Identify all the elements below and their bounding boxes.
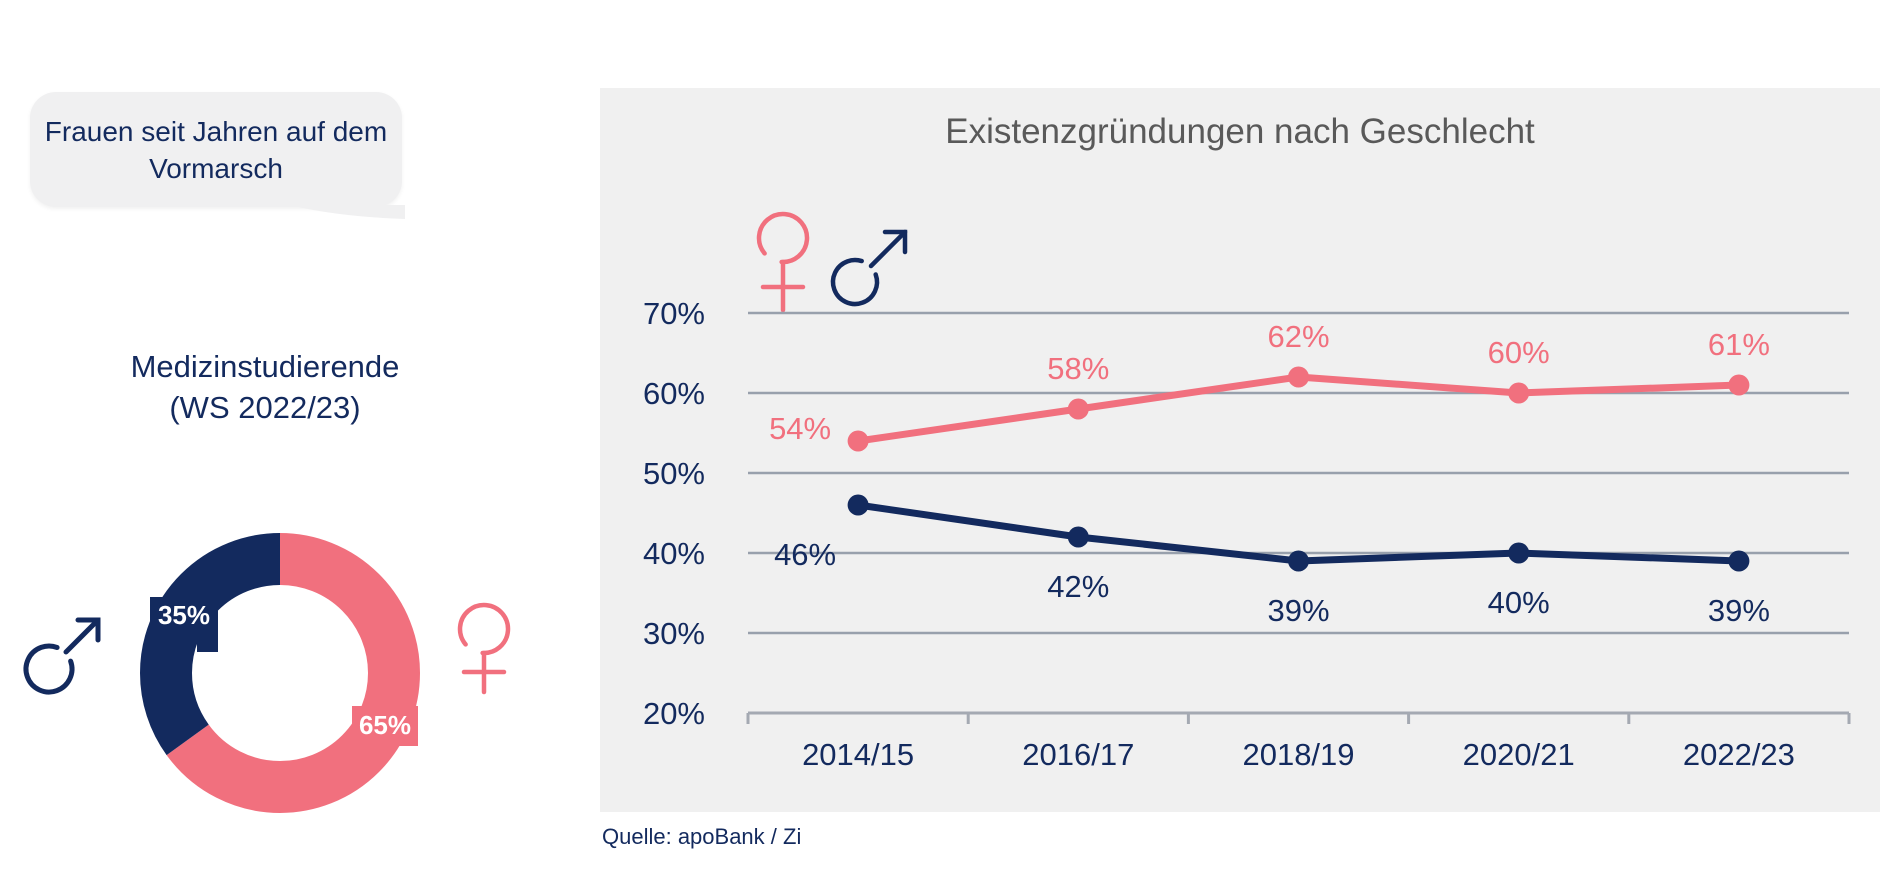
data-point xyxy=(1288,366,1309,388)
data-label: 39% xyxy=(1708,593,1770,628)
donut-chart-title: Medizinstudierende (WS 2022/23) xyxy=(40,346,490,428)
x-axis-label: 2022/23 xyxy=(1683,737,1795,772)
donut-chart: 35% 65% xyxy=(23,533,511,813)
x-axis-label: 2020/21 xyxy=(1463,737,1575,772)
data-point xyxy=(1508,382,1530,404)
x-axis-label: 2018/19 xyxy=(1242,737,1354,772)
y-axis-label: 20% xyxy=(643,696,705,731)
svg-text:65%: 65% xyxy=(359,710,411,740)
data-label: 61% xyxy=(1708,327,1770,362)
data-point xyxy=(1288,550,1309,572)
series-Frauen: 54% 58% 62% 60% 61% xyxy=(769,319,1770,452)
female-icon xyxy=(457,602,511,695)
series: 54% 58% 62% 60% 61% 46% 42% 39% 40% 39% xyxy=(769,319,1770,628)
x-axis-label: 2014/15 xyxy=(802,737,914,772)
y-axis-label: 30% xyxy=(643,616,705,651)
svg-text:35%: 35% xyxy=(158,600,210,630)
speech-bubble: Frauen seit Jahren auf dem Vormarsch xyxy=(30,92,402,207)
series-Männer: 46% 42% 39% 40% 39% xyxy=(774,494,1770,628)
data-label: 58% xyxy=(1047,351,1109,386)
data-point xyxy=(1508,542,1530,564)
x-axis-labels: 2014/15 2016/17 2018/19 2020/21 2022/23 xyxy=(802,737,1795,772)
speech-bubble-text: Frauen seit Jahren auf dem Vormarsch xyxy=(44,115,388,184)
y-axis-labels: 70% 60% 50% 40% 30% 20% xyxy=(643,296,705,731)
source-note: Quelle: apoBank / Zi xyxy=(602,824,802,849)
data-point xyxy=(1067,398,1089,420)
y-axis-label: 40% xyxy=(643,536,705,571)
male-icon xyxy=(23,617,101,695)
female-icon xyxy=(756,211,810,313)
line-chart: 70% 60% 50% 40% 30% 20% 2014/15 2016/17 2018/19… xyxy=(643,211,1851,772)
legend xyxy=(756,211,908,313)
male-share-label: 35% xyxy=(150,597,218,652)
donut-title-line1: Medizinstudierende xyxy=(130,349,400,384)
data-label: 46% xyxy=(774,537,836,572)
gridlines xyxy=(748,311,1849,635)
data-label: 39% xyxy=(1267,593,1329,628)
line-chart-panel: Existenzgründungen nach Geschlecht 70% 60… xyxy=(600,88,1880,812)
male-icon xyxy=(830,229,908,307)
y-axis-label: 70% xyxy=(643,296,705,331)
y-axis-label: 60% xyxy=(643,376,705,411)
speech-bubble-tail xyxy=(293,205,405,219)
data-point xyxy=(1728,374,1750,396)
data-label: 42% xyxy=(1047,569,1109,604)
data-label: 62% xyxy=(1267,319,1329,354)
data-label: 40% xyxy=(1488,585,1550,620)
line-chart-title: Existenzgründungen nach Geschlecht xyxy=(945,112,1535,151)
female-share-label: 65% xyxy=(352,706,418,746)
x-axis xyxy=(746,711,1851,724)
donut-title-line2: (WS 2022/23) xyxy=(169,390,361,425)
data-label: 54% xyxy=(769,411,831,446)
data-point xyxy=(847,494,869,516)
data-point xyxy=(847,430,869,452)
x-axis-label: 2016/17 xyxy=(1022,737,1134,772)
data-point xyxy=(1067,526,1089,548)
donut-segment-male xyxy=(140,533,420,813)
y-axis-label: 50% xyxy=(643,456,705,491)
data-label: 60% xyxy=(1488,335,1550,370)
data-point xyxy=(1728,550,1750,572)
